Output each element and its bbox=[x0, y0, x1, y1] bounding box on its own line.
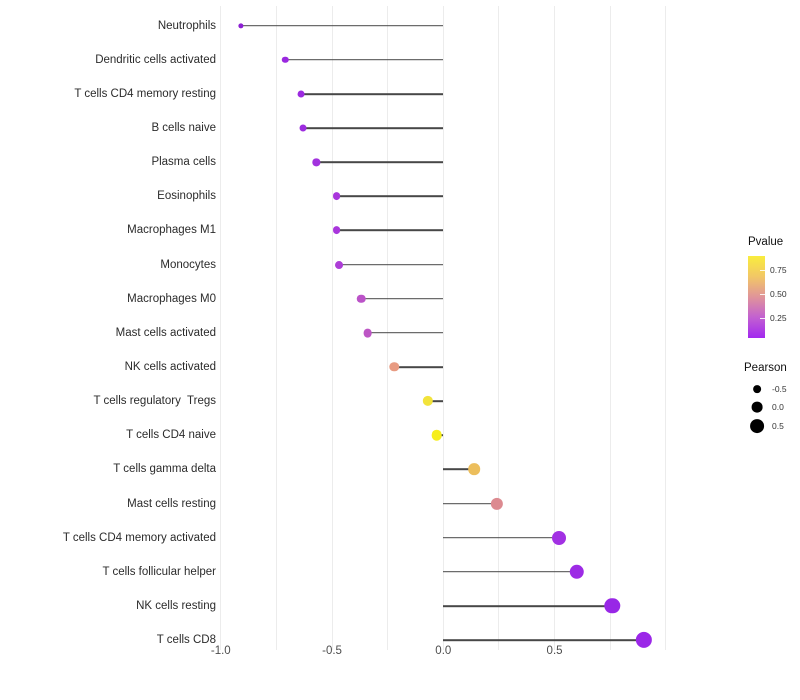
category-label: Eosinophils bbox=[157, 190, 216, 203]
category-label: Mast cells activated bbox=[115, 326, 216, 339]
lollipop-stem bbox=[300, 93, 444, 95]
category-label: Neutrophils bbox=[157, 19, 216, 32]
lollipop-point bbox=[238, 23, 244, 29]
category-label: Macrophages M0 bbox=[127, 292, 216, 305]
x-axis-tick-label: 0.0 bbox=[435, 645, 452, 657]
lollipop-point bbox=[431, 429, 442, 441]
x-axis-tick-label: -1.0 bbox=[210, 645, 231, 657]
lollipop-stem bbox=[338, 263, 444, 266]
lollipop-stem bbox=[360, 297, 444, 300]
lollipop-stem bbox=[367, 332, 444, 334]
lollipop-point bbox=[297, 90, 305, 98]
lollipop-stem bbox=[394, 366, 444, 368]
pearson-legend-label: -0.5 bbox=[772, 384, 787, 394]
pvalue-gradient-bar bbox=[748, 256, 765, 338]
lollipop-point bbox=[422, 395, 433, 407]
pvalue-tick-mark bbox=[760, 318, 765, 319]
category-label: Mast cells resting bbox=[127, 497, 216, 510]
lollipop-point bbox=[332, 192, 341, 201]
lollipop-point bbox=[389, 362, 400, 372]
x-axis-tick-label: 0.5 bbox=[546, 645, 563, 657]
lollipop-point bbox=[363, 328, 372, 338]
panel-gridline bbox=[387, 6, 389, 650]
panel-gridline bbox=[442, 6, 444, 650]
lollipop-point bbox=[635, 631, 652, 649]
lollipop-stem bbox=[336, 229, 444, 232]
category-label: T cells gamma delta bbox=[113, 463, 216, 476]
pearson-legend-label: 0.0 bbox=[772, 402, 784, 412]
category-label: Plasma cells bbox=[151, 156, 216, 169]
lollipop-stem bbox=[443, 502, 497, 505]
lollipop-stem bbox=[316, 161, 444, 164]
panel-gridline bbox=[275, 6, 277, 650]
lollipop-point bbox=[468, 463, 481, 476]
category-label: B cells naive bbox=[151, 122, 216, 135]
category-label: T cells regulatory Tregs bbox=[93, 395, 216, 408]
lollipop-stem bbox=[443, 605, 613, 607]
pearson-legend-label: 0.5 bbox=[772, 421, 784, 431]
category-label: NK cells resting bbox=[136, 599, 216, 612]
pvalue-tick-mark bbox=[760, 270, 765, 271]
category-label: T cells CD4 memory resting bbox=[74, 87, 216, 100]
pvalue-tick-label: 0.75 bbox=[770, 265, 787, 275]
category-label: NK cells activated bbox=[124, 361, 216, 373]
category-label: T cells CD4 memory activated bbox=[62, 531, 216, 544]
category-label: T cells CD4 naive bbox=[126, 429, 216, 442]
panel-gridline bbox=[665, 6, 667, 650]
panel-gridline bbox=[331, 6, 333, 650]
lollipop-stem bbox=[443, 570, 577, 573]
category-label: Monocytes bbox=[160, 258, 216, 271]
lollipop-point bbox=[299, 124, 307, 132]
lollipop-stem bbox=[443, 639, 644, 641]
pearson-legend-dot bbox=[751, 401, 763, 413]
lollipop-stem bbox=[443, 536, 559, 539]
lollipop-point bbox=[282, 56, 289, 64]
x-axis-tick-label: -0.5 bbox=[322, 645, 342, 657]
pearson-legend-title: Pearson bbox=[744, 362, 787, 374]
category-label: Dendritic cells activated bbox=[95, 53, 216, 66]
lollipop-point bbox=[604, 598, 621, 614]
lollipop-stem bbox=[443, 468, 475, 471]
panel-gridline bbox=[554, 6, 556, 650]
lollipop-point bbox=[356, 294, 366, 303]
pearson-legend-dot bbox=[753, 385, 761, 393]
lollipop-stem bbox=[303, 127, 444, 129]
lollipop-point bbox=[552, 530, 566, 545]
panel-gridline bbox=[498, 6, 500, 650]
pvalue-tick-label: 0.25 bbox=[770, 313, 787, 323]
category-label: T cells follicular helper bbox=[102, 565, 216, 578]
category-label: Macrophages M1 bbox=[127, 224, 216, 237]
pvalue-tick-mark bbox=[760, 294, 765, 295]
pearson-legend-dot bbox=[750, 419, 764, 433]
pvalue-legend-title: Pvalue bbox=[748, 236, 784, 248]
lollipop-point bbox=[569, 564, 585, 579]
pvalue-tick-label: 0.50 bbox=[770, 289, 787, 299]
lollipop-stem bbox=[336, 195, 444, 198]
lollipop-point bbox=[312, 158, 321, 166]
category-label: T cells CD8 bbox=[156, 634, 216, 647]
lollipop-point bbox=[490, 497, 503, 510]
lollipop-point bbox=[332, 226, 341, 235]
lollipop-stem bbox=[240, 24, 444, 27]
lollipop-stem bbox=[427, 400, 444, 402]
lollipop-point bbox=[334, 260, 343, 269]
lollipop-stem bbox=[285, 59, 444, 61]
panel-gridline bbox=[220, 6, 222, 650]
panel-gridline bbox=[609, 6, 611, 650]
